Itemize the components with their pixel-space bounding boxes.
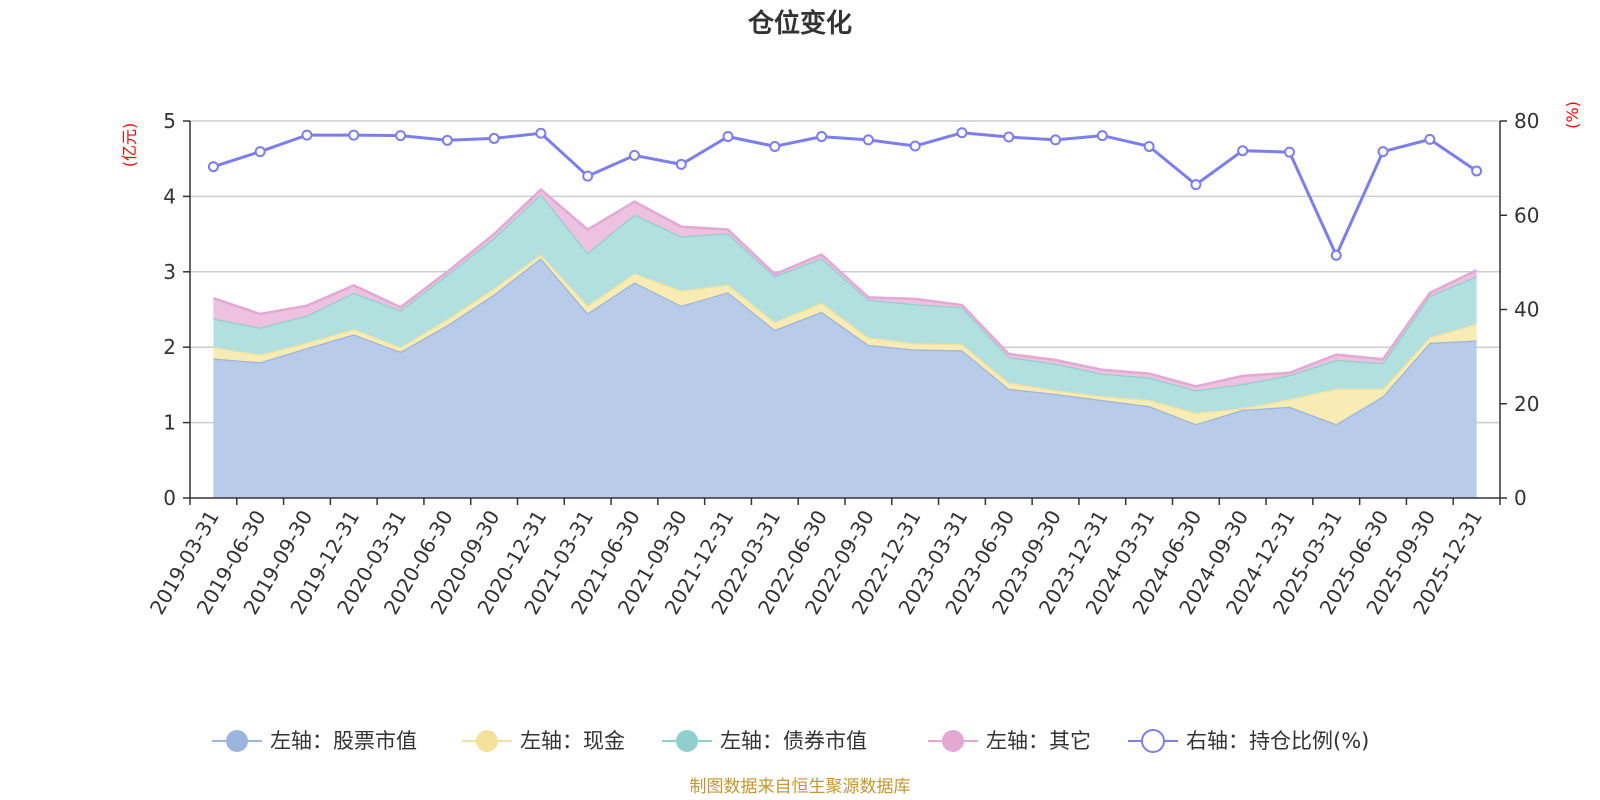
ratio-point <box>769 140 781 152</box>
legend-item-3[interactable]: 左轴：其它 <box>928 729 1091 753</box>
ratio-point <box>1237 145 1249 157</box>
ratio-point <box>1471 165 1483 177</box>
left-tick-label: 0 <box>163 486 176 510</box>
legend-item-0[interactable]: 左轴：股票市值 <box>212 729 417 753</box>
legend-marker-icon <box>676 730 698 752</box>
ratio-point <box>535 127 547 139</box>
left-tick-label: 2 <box>163 335 176 359</box>
legend-label: 左轴：现金 <box>520 729 625 753</box>
legend-label: 左轴：其它 <box>986 729 1091 753</box>
ratio-point <box>675 158 687 170</box>
area-2 <box>213 194 1477 413</box>
area-1 <box>213 254 1477 425</box>
ratio-point <box>722 131 734 143</box>
legend-label: 左轴：股票市值 <box>270 729 417 753</box>
ratio-point <box>395 130 407 142</box>
ratio-point <box>301 129 313 141</box>
ratio-point <box>1424 133 1436 145</box>
right-tick-label: 40 <box>1514 298 1539 322</box>
legend-item-4[interactable]: 右轴：持仓比例(%) <box>1128 729 1369 753</box>
legend-label: 左轴：债券市值 <box>720 729 867 753</box>
ratio-point <box>628 149 640 161</box>
right-tick-label: 80 <box>1514 109 1539 133</box>
ratio-point <box>1143 140 1155 152</box>
ratio-point <box>348 129 360 141</box>
ratio-point <box>1003 131 1015 143</box>
right-tick-label: 0 <box>1514 486 1527 510</box>
ratio-point <box>1377 146 1389 158</box>
ratio-line <box>212 131 1478 259</box>
ratio-point <box>1096 130 1108 142</box>
legend: 左轴：股票市值 左轴：现金 左轴：债券市值 左轴：其它 右轴：持仓比例(%) <box>212 729 1369 753</box>
ratio-point <box>956 127 968 139</box>
ratio-point <box>441 134 453 146</box>
left-tick-label: 3 <box>163 260 176 284</box>
area-series <box>213 187 1478 498</box>
legend-label: 右轴：持仓比例(%) <box>1186 729 1369 753</box>
left-tick-label: 1 <box>163 411 176 435</box>
ratio-point <box>1190 179 1202 191</box>
right-axis-unit: (%) <box>1563 101 1582 129</box>
ratio-point <box>1050 134 1062 146</box>
left-tick-label: 5 <box>163 109 176 133</box>
source-note: 制图数据来自恒生聚源数据库 <box>690 777 911 797</box>
ratio-point <box>488 132 500 144</box>
legend-marker-icon <box>942 730 964 752</box>
legend-marker-icon <box>476 730 498 752</box>
ratio-point <box>207 161 219 173</box>
area-edge-3 <box>213 187 1478 388</box>
ratio-point <box>1283 146 1295 158</box>
chart-title: 仓位变化 <box>747 8 852 39</box>
right-tick-label: 60 <box>1514 203 1539 227</box>
ratio-point <box>862 134 874 146</box>
left-axis-unit: (亿元) <box>120 123 139 168</box>
area-0 <box>213 258 1477 498</box>
legend-marker-icon <box>226 730 248 752</box>
legend-item-2[interactable]: 左轴：债券市值 <box>662 729 867 753</box>
ratio-point <box>254 146 266 158</box>
ratio-point <box>909 140 921 152</box>
legend-marker-icon <box>1141 729 1165 753</box>
ratio-point <box>1330 249 1342 261</box>
ratio-point <box>816 131 828 143</box>
left-tick-label: 4 <box>163 184 176 208</box>
legend-item-1[interactable]: 左轴：现金 <box>462 729 625 753</box>
right-tick-label: 20 <box>1514 392 1539 416</box>
ratio-line-series <box>207 127 1483 261</box>
ratio-point <box>582 170 594 182</box>
